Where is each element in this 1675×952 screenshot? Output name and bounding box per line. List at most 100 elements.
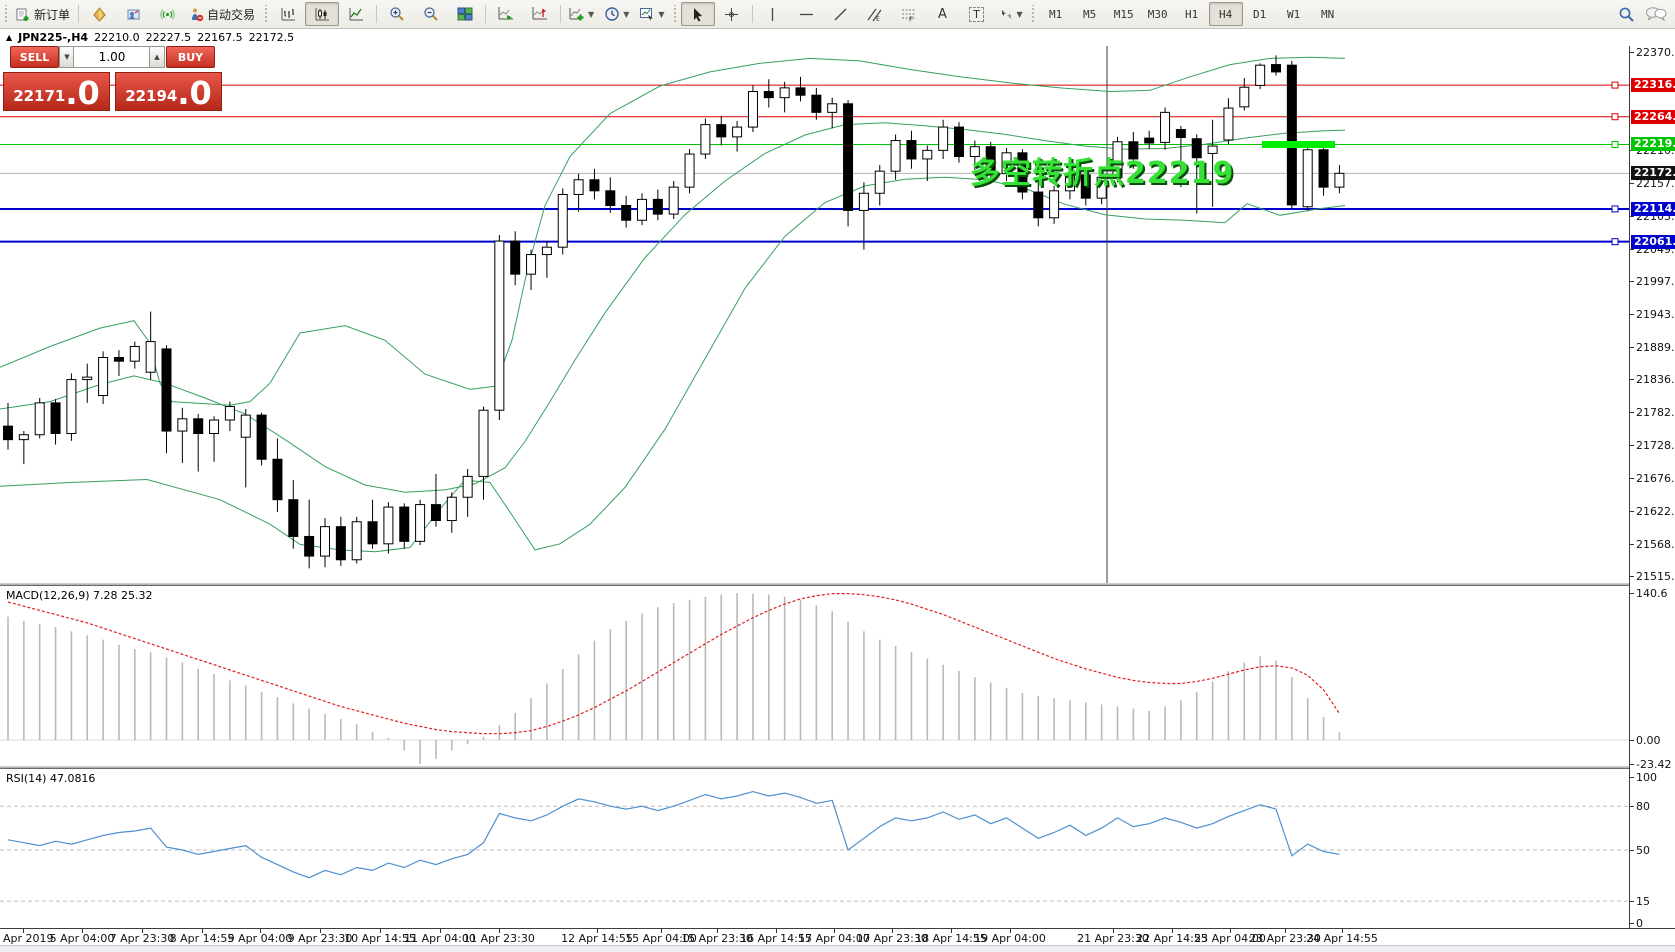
autotrading-button[interactable]: 自动交易 — [184, 2, 260, 26]
pane-separator[interactable] — [0, 766, 1675, 769]
time-axis-border — [0, 928, 1675, 929]
macd-pane[interactable] — [0, 586, 1629, 766]
macd-tick — [1630, 764, 1634, 766]
timeframe-button-M5[interactable]: M5 — [1083, 7, 1097, 21]
price-axis: 22370.522210.022157.522103.522049.521997… — [1629, 46, 1675, 945]
time-tick-label: 17 Apr 23:30 — [856, 932, 928, 945]
price-level-badge: 22114.4 — [1631, 201, 1675, 216]
time-tick-label: 19 Apr 04:00 — [974, 932, 1046, 945]
time-tick-label: 9 Apr 04:00 — [227, 932, 293, 945]
sell-button[interactable]: SELL — [10, 46, 59, 68]
rsi-pane[interactable] — [0, 769, 1629, 928]
volume-increase-button[interactable]: ▲ — [149, 46, 165, 68]
timeframe-button-H4[interactable]: H4 — [1208, 2, 1243, 26]
signals-button[interactable] — [150, 2, 184, 26]
chart-shift-icon — [532, 6, 548, 22]
label-tool-button[interactable]: T — [960, 2, 994, 26]
time-tick — [1113, 929, 1114, 933]
time-tick-label: 8 Apr 14:55 — [169, 932, 235, 945]
time-tick-label: 10 Apr 14:55 — [344, 932, 416, 945]
time-tick-label: 11 Apr 04:00 — [404, 932, 476, 945]
autotrading-label: 自动交易 — [207, 7, 256, 22]
time-tick — [1010, 929, 1011, 933]
timeframe-button-W1[interactable]: W1 — [1287, 7, 1301, 21]
candlestick-chart-button[interactable] — [305, 2, 340, 26]
horizontal-line-icon — [799, 8, 814, 21]
price-tick — [1630, 347, 1634, 349]
timeframe-button-D1[interactable]: D1 — [1253, 7, 1267, 21]
community-chat-icon[interactable] — [1645, 6, 1667, 22]
periods-icon — [604, 6, 620, 22]
crystal-button[interactable] — [82, 2, 116, 26]
fibonacci-icon: F — [901, 7, 916, 22]
price-tick-label: 22370.5 — [1636, 46, 1675, 59]
one-click-panel-toggle[interactable]: ▲ — [6, 32, 13, 42]
toolbar-grip[interactable] — [3, 5, 8, 23]
price-tick — [1630, 52, 1634, 53]
price-chart-pane[interactable] — [0, 46, 1629, 583]
ohlc-close: 22172.5 — [248, 30, 295, 44]
new-order-button[interactable]: 新订单 — [11, 2, 75, 26]
timeframe-button-M1[interactable]: M1 — [1049, 7, 1063, 21]
chart-annotation-text[interactable]: 多空转折点22219 — [970, 156, 1235, 191]
bars-chart-button[interactable] — [271, 2, 305, 26]
buy-button[interactable]: BUY — [166, 46, 215, 68]
zoom-out-button[interactable] — [414, 2, 448, 26]
new-order-icon — [16, 7, 31, 22]
cursor-tool-button[interactable] — [680, 2, 715, 26]
channel-tool-button[interactable]: E — [858, 2, 892, 26]
crosshair-tool-button[interactable] — [715, 2, 749, 26]
horizontal-line-tool-button[interactable] — [790, 2, 824, 26]
crosshair-icon — [724, 7, 739, 22]
templates-button[interactable]: ▼ — [634, 2, 669, 26]
time-tick — [260, 929, 261, 933]
search-icon[interactable] — [1618, 6, 1635, 23]
text-tool-button[interactable]: A — [926, 2, 960, 26]
channel-icon: E — [867, 7, 882, 22]
time-tick-label: 18 Apr 14:55 — [915, 932, 987, 945]
zoom-in-button[interactable] — [380, 2, 414, 26]
sell-price-main: 22171 — [13, 87, 66, 105]
price-tick — [1630, 313, 1634, 315]
vertical-line-tool-button[interactable] — [756, 2, 790, 26]
periods-button[interactable]: ▼ — [599, 2, 634, 26]
time-tick — [661, 929, 662, 933]
caret-up-icon: ▲ — [154, 53, 160, 61]
profile-button[interactable] — [116, 2, 150, 26]
price-tick — [1630, 248, 1634, 250]
buy-price-display[interactable]: 22194.0 — [115, 72, 222, 111]
volume-input[interactable]: 1.00 — [73, 46, 151, 68]
line-chart-button[interactable] — [339, 2, 373, 26]
time-tick — [834, 929, 835, 933]
svg-text:E: E — [876, 16, 880, 22]
time-tick — [202, 929, 203, 933]
timeframe-button-H1[interactable]: H1 — [1185, 7, 1199, 21]
toolbar-grip[interactable] — [1030, 5, 1036, 23]
chart-shift-button[interactable] — [523, 2, 557, 26]
time-tick — [951, 929, 952, 933]
timeframe-button-M30[interactable]: M30 — [1147, 7, 1168, 21]
pane-separator[interactable] — [0, 583, 1675, 586]
timeframe-button-M15[interactable]: M15 — [1113, 7, 1134, 21]
tile-windows-button[interactable] — [448, 2, 482, 26]
macd-indicator-label: MACD(12,26,9) 7.28 25.32 — [6, 589, 153, 602]
arrows-tool-button[interactable]: ▼ — [994, 2, 1028, 26]
rsi-tick-label: 80 — [1636, 800, 1650, 814]
time-tick-label: 15 Apr 23:30 — [681, 932, 753, 945]
time-tick — [142, 929, 143, 933]
macd-tick-label: 140.6 — [1636, 587, 1668, 600]
buy-price-frac: .0 — [177, 74, 212, 112]
auto-scroll-button[interactable] — [489, 2, 523, 26]
timeframe-button-MN[interactable]: MN — [1321, 7, 1335, 21]
trendline-tool-button[interactable] — [824, 2, 858, 26]
status-strip — [0, 945, 1675, 952]
indicators-button[interactable]: ▼ — [564, 2, 599, 26]
fibonacci-tool-button[interactable]: F — [892, 2, 926, 26]
sell-price-display[interactable]: 22171.0 — [3, 72, 110, 111]
rsi-indicator-label: RSI(14) 47.0816 — [6, 772, 96, 785]
toolbar-grip[interactable] — [263, 5, 269, 23]
arrows-icon — [999, 7, 1014, 22]
toolbar-grip[interactable] — [672, 5, 678, 23]
